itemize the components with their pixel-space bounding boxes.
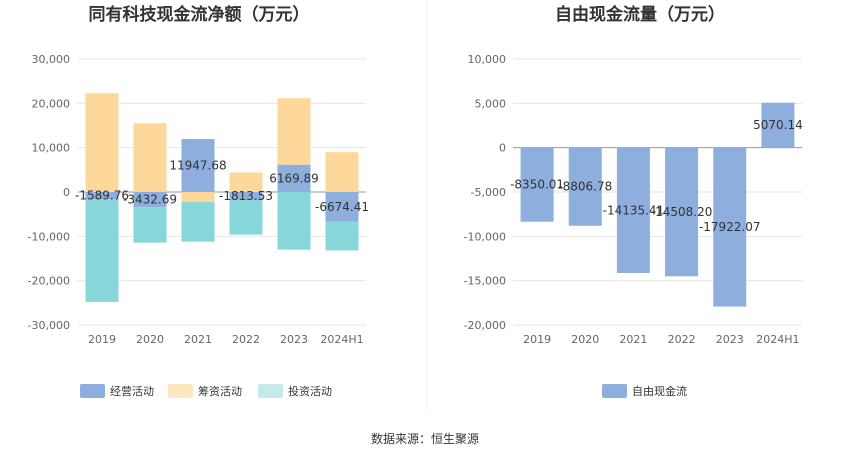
left-x-tick-label: 2021	[184, 333, 212, 346]
right-y-tick-label: -10,000	[464, 230, 506, 243]
right-x-tick-label: 2021	[619, 333, 647, 346]
left-bar-1	[85, 192, 119, 200]
left-chart-title: 同有科技现金流净额（万元）	[89, 4, 310, 25]
right-bar-1	[520, 147, 554, 222]
right-x-tick-label: 2019	[523, 333, 551, 346]
left-y-tick-label: -30,000	[28, 319, 70, 332]
right-bar-1	[761, 102, 795, 148]
left-x-tick-label: 2020	[136, 333, 164, 346]
left-data-label: -3432.69	[123, 193, 177, 207]
right-data-label: -14508.20	[651, 205, 713, 219]
left-bar-3	[229, 200, 263, 235]
left-bar-1	[133, 192, 167, 208]
left-x-tick-label: 2019	[88, 333, 116, 346]
left-y-tick-label: 30,000	[32, 53, 71, 66]
right-bar-1	[568, 147, 602, 226]
left-y-tick-label: 20,000	[32, 97, 71, 110]
right-x-tick-label: 2022	[668, 333, 696, 346]
left-data-label: 11947.68	[169, 159, 226, 173]
left-bar-3	[85, 199, 119, 302]
left-data-label: -1589.76	[75, 189, 129, 203]
right-data-label: 5070.14	[753, 118, 803, 132]
left-bar-3	[277, 192, 311, 250]
right-y-tick-label: -20,000	[464, 319, 506, 332]
right-data-label: -8350.01	[510, 178, 564, 192]
left-y-tick-label: 10,000	[32, 142, 71, 155]
right-data-label: -8806.78	[558, 180, 612, 194]
left-bar-2	[133, 123, 167, 192]
left-legend-swatch	[258, 384, 283, 398]
left-y-tick-label: -10,000	[28, 230, 70, 243]
left-data-label: -6674.41	[315, 200, 369, 214]
left-data-label: -1813.53	[219, 189, 273, 203]
left-bar-2	[277, 98, 311, 165]
left-bar-3	[325, 221, 359, 251]
right-bar-1	[665, 147, 699, 277]
left-x-tick-label: 2023	[280, 333, 308, 346]
right-bar-1	[616, 147, 650, 274]
right-y-tick-label: 0	[499, 142, 506, 155]
left-bar-2	[181, 192, 215, 202]
left-legend-label: 筹资活动	[198, 384, 242, 398]
left-data-label: 6169.89	[269, 171, 319, 185]
left-legend-label: 投资活动	[288, 384, 332, 398]
left-bar-2	[325, 152, 359, 192]
right-y-tick-label: 10,000	[468, 53, 507, 66]
left-y-tick-label: -20,000	[28, 275, 70, 288]
left-bar-3	[181, 201, 215, 242]
right-bar-1	[713, 147, 747, 307]
left-legend-label: 经营活动	[110, 384, 154, 398]
left-bar-1	[277, 164, 311, 192]
right-x-tick-label: 2024H1	[756, 333, 799, 346]
left-y-tick-label: 0	[63, 186, 70, 199]
left-legend-swatch	[80, 384, 105, 398]
left-bar-3	[133, 207, 167, 243]
right-y-tick-label: -5,000	[471, 186, 506, 199]
left-bar-2	[229, 172, 263, 192]
left-legend-swatch	[168, 384, 193, 398]
right-legend-swatch	[602, 384, 627, 398]
data-source: 数据来源：恒生聚源	[371, 431, 479, 446]
left-bar-1	[229, 192, 263, 201]
left-x-tick-label: 2024H1	[320, 333, 363, 346]
left-bar-2	[85, 93, 119, 192]
left-bar-1	[325, 192, 359, 222]
left-x-tick-label: 2022	[232, 333, 260, 346]
right-legend-label: 自由现金流	[632, 384, 687, 398]
right-x-tick-label: 2020	[571, 333, 599, 346]
right-x-tick-label: 2023	[716, 333, 744, 346]
right-y-tick-label: -15,000	[464, 275, 506, 288]
left-bar-1	[181, 139, 215, 192]
right-data-label: -17922.07	[699, 220, 761, 234]
right-y-tick-label: 5,000	[475, 97, 507, 110]
right-chart-title: 自由现金流量（万元）	[555, 4, 725, 25]
right-data-label: -14135.41	[603, 203, 665, 217]
